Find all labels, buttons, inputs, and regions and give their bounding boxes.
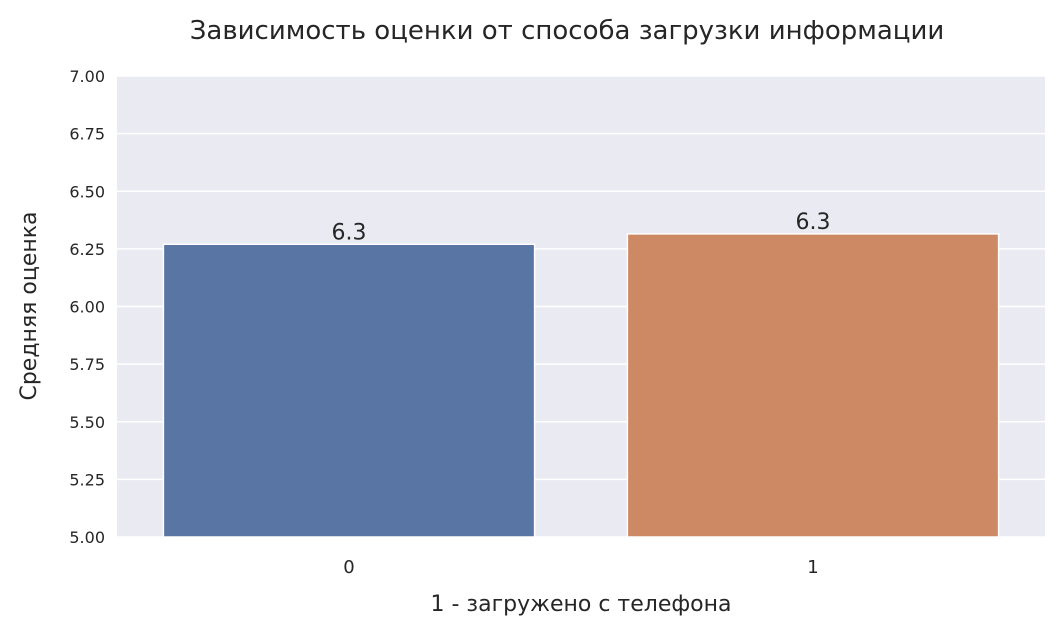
y-tick-label: 5.25 (69, 470, 105, 489)
y-tick-label: 6.25 (69, 240, 105, 259)
bar-1 (626, 233, 1000, 538)
y-tick-label: 6.00 (69, 298, 105, 317)
data-labels: 6.3 6.3 (332, 210, 831, 245)
y-tick-label: 6.50 (69, 182, 105, 201)
y-tick-label: 5.75 (69, 355, 105, 374)
bar-0 (162, 243, 536, 538)
chart-title: Зависимость оценки от способа загрузки и… (190, 16, 945, 46)
bar-value-label: 6.3 (796, 210, 831, 235)
bars (162, 233, 1000, 538)
x-tick-label: 0 (343, 557, 354, 578)
x-tick-label: 1 (807, 557, 818, 578)
y-axis-ticks: 5.00 5.25 5.50 5.75 6.00 6.25 6.50 6.75 7.00 (69, 67, 105, 547)
x-axis-label: 1 - загружено с телефона (430, 592, 731, 617)
bar-value-label: 6.3 (332, 220, 367, 245)
y-tick-label: 5.00 (69, 528, 105, 547)
y-tick-label: 5.50 (69, 413, 105, 432)
y-tick-label: 7.00 (69, 67, 105, 86)
y-axis-label: Средняя оценка (17, 211, 42, 400)
y-tick-label: 6.75 (69, 125, 105, 144)
